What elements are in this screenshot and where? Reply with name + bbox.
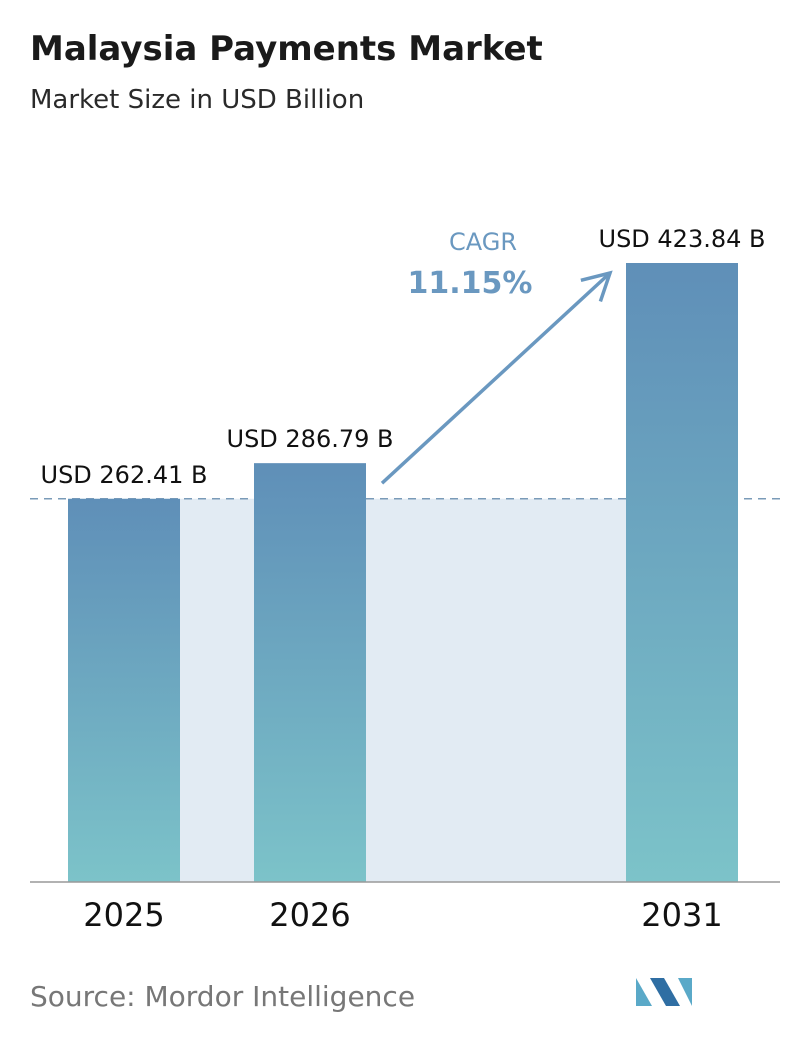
value-label: USD 423.84 B bbox=[599, 225, 766, 253]
source: Source: Mordor Intelligence bbox=[30, 980, 415, 1013]
x-tick-label: 2025 bbox=[83, 896, 164, 934]
logo bbox=[636, 978, 692, 1006]
bar bbox=[68, 498, 180, 882]
cagr-value: 11.15% bbox=[408, 266, 533, 301]
value-label: USD 262.41 B bbox=[41, 461, 208, 489]
x-tick-label: 2026 bbox=[269, 896, 350, 934]
cagr-arrow-head bbox=[580, 270, 613, 302]
cagr-arrow bbox=[380, 271, 612, 485]
chart-subtitle: Market Size in USD Billion bbox=[30, 85, 364, 115]
x-tick-label: 2031 bbox=[641, 896, 722, 934]
bar bbox=[254, 463, 366, 882]
bar bbox=[626, 263, 738, 882]
chart-title: Malaysia Payments Market bbox=[30, 29, 543, 69]
cagr-label: CAGR bbox=[449, 228, 517, 256]
value-label: USD 286.79 B bbox=[227, 425, 394, 453]
